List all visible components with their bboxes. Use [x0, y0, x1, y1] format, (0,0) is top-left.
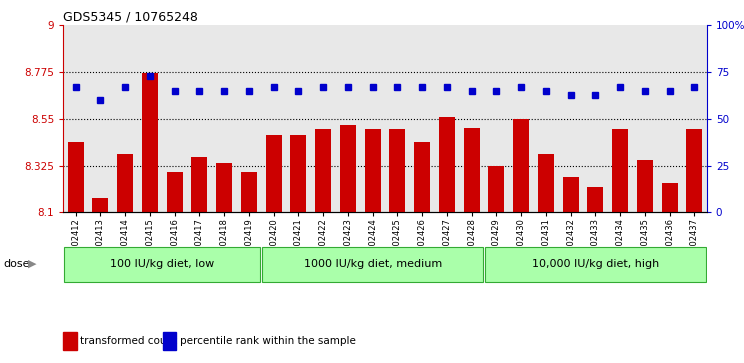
Bar [488, 166, 504, 212]
Text: percentile rank within the sample: percentile rank within the sample [180, 336, 356, 346]
Bar [241, 172, 257, 212]
Bar [414, 142, 430, 212]
Bar [216, 163, 232, 212]
Bar [661, 183, 678, 212]
FancyBboxPatch shape [485, 246, 705, 282]
Text: 100 IU/kg diet, low: 100 IU/kg diet, low [110, 259, 214, 269]
Bar [340, 125, 356, 212]
Bar [92, 198, 109, 212]
Bar [68, 142, 83, 212]
Bar [687, 129, 702, 212]
Bar [167, 172, 183, 212]
Text: transformed count: transformed count [80, 336, 178, 346]
FancyBboxPatch shape [263, 246, 483, 282]
Bar [464, 128, 480, 212]
Bar [290, 135, 307, 212]
Text: 1000 IU/kg diet, medium: 1000 IU/kg diet, medium [304, 259, 442, 269]
Bar [389, 129, 405, 212]
Bar [191, 157, 208, 212]
Bar [562, 177, 579, 212]
Text: GDS5345 / 10765248: GDS5345 / 10765248 [63, 11, 198, 24]
FancyBboxPatch shape [65, 246, 260, 282]
Text: ▶: ▶ [28, 259, 36, 269]
Bar [117, 154, 133, 212]
Text: 10,000 IU/kg diet, high: 10,000 IU/kg diet, high [532, 259, 659, 269]
Bar [439, 117, 455, 212]
Bar [612, 129, 628, 212]
Bar [587, 187, 603, 212]
Text: dose: dose [4, 259, 31, 269]
Bar [266, 135, 282, 212]
Bar [637, 160, 653, 212]
Bar [142, 73, 158, 212]
Bar [513, 119, 529, 212]
Bar [538, 154, 554, 212]
Bar [315, 129, 331, 212]
Bar [365, 129, 381, 212]
